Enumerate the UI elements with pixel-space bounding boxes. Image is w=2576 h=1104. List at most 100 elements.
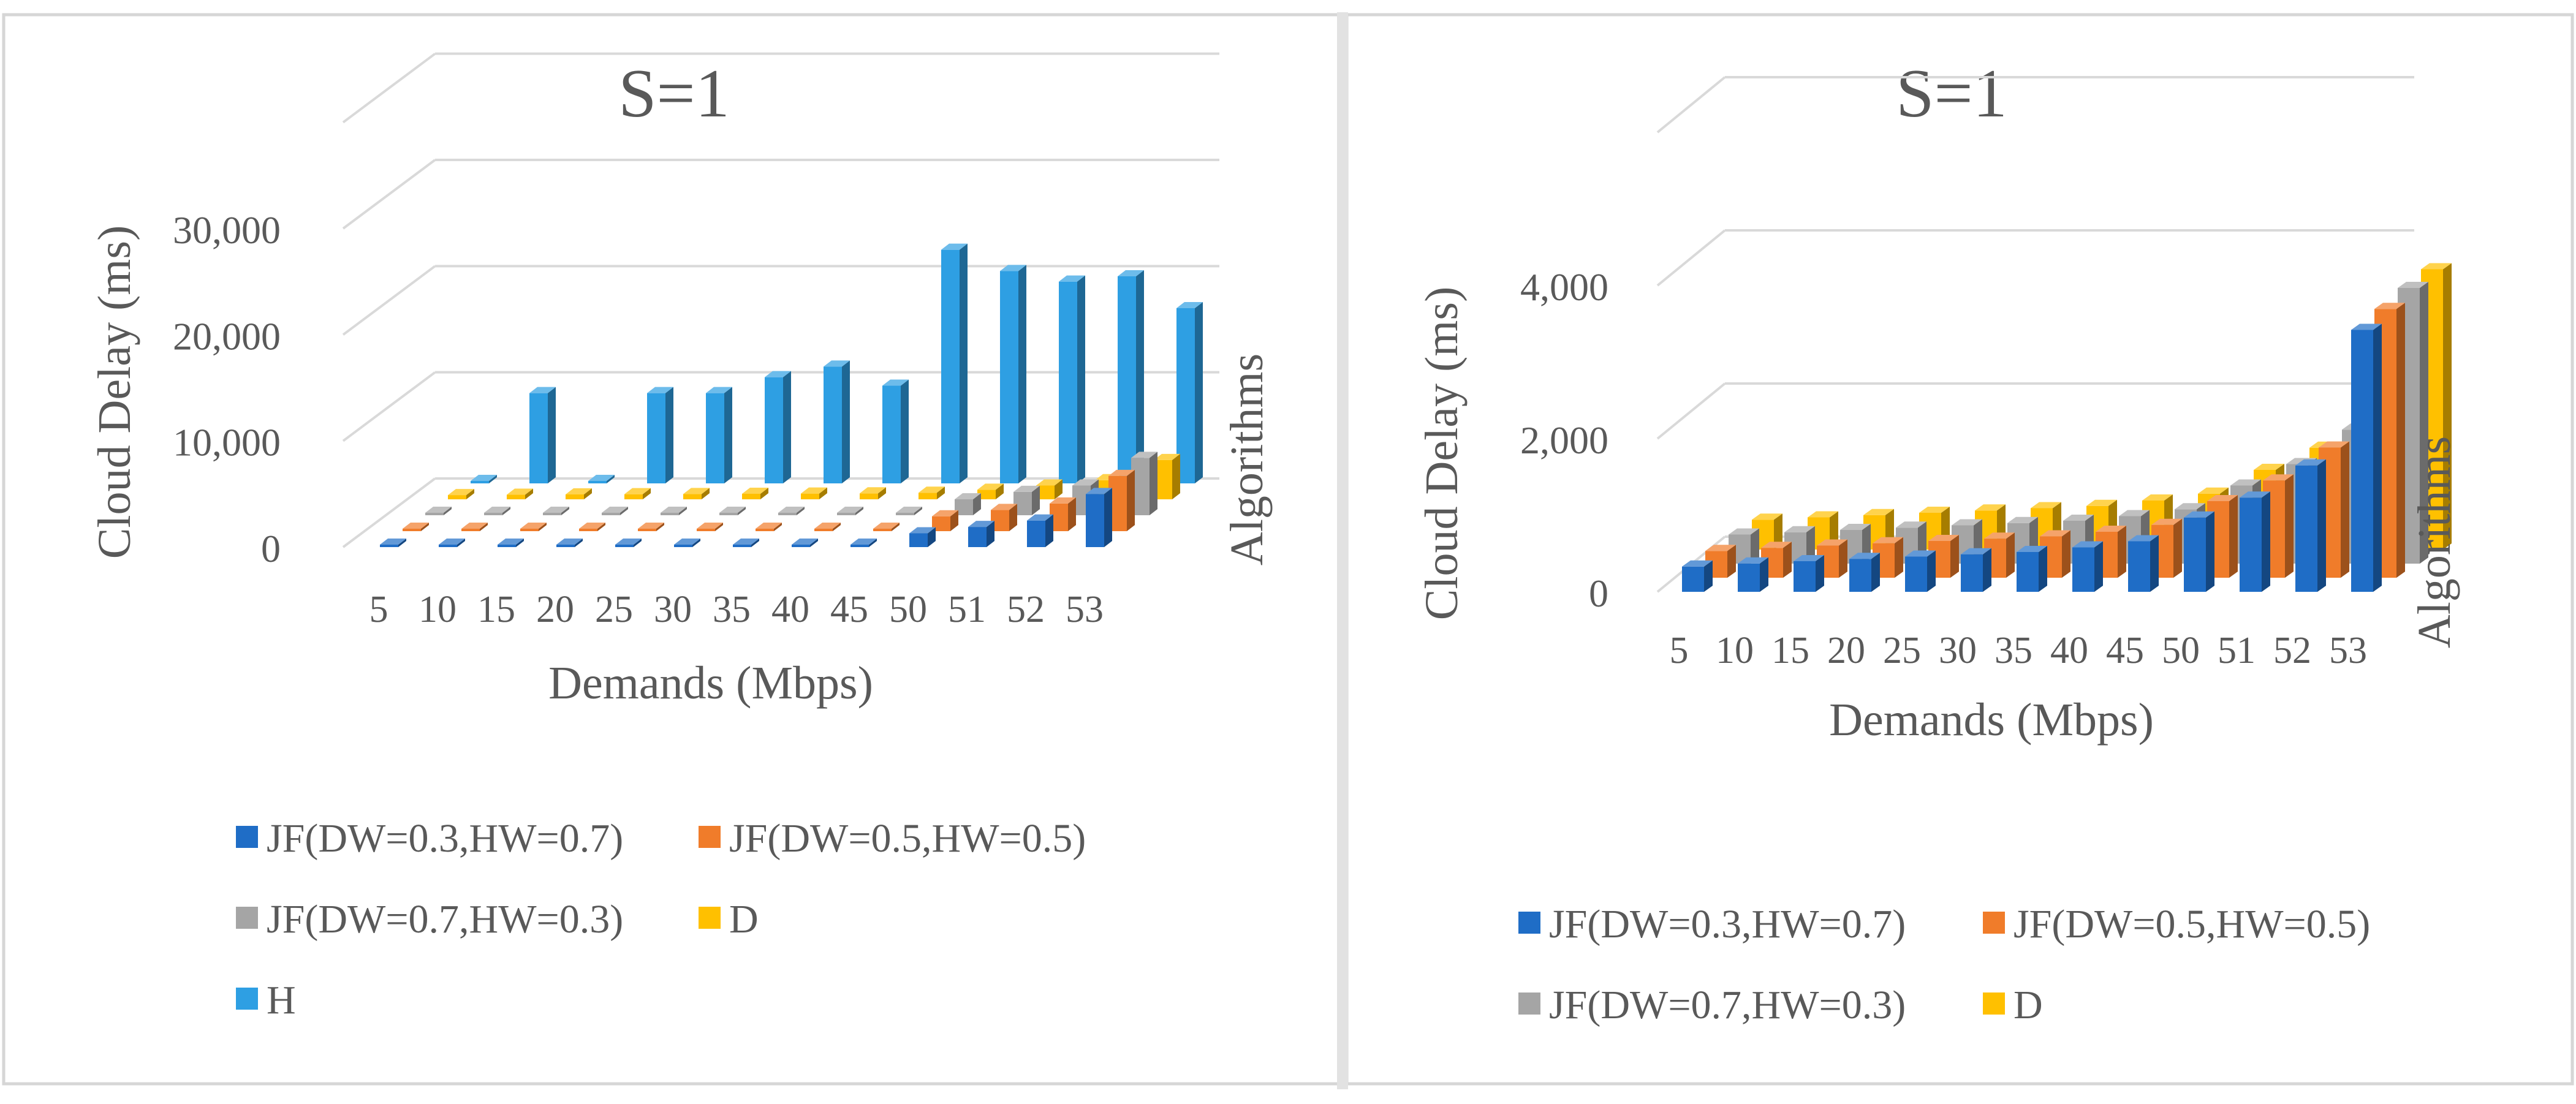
bar-top-face bbox=[1817, 539, 1847, 546]
bar-side-face bbox=[398, 539, 406, 547]
bar-top-face bbox=[1108, 469, 1135, 476]
bar-top-face bbox=[1984, 532, 2015, 539]
bar-D-10 bbox=[507, 488, 533, 499]
bar-JF(DW=0.5,HW=0.5)-45 bbox=[873, 523, 900, 531]
bar-front-face bbox=[765, 377, 783, 483]
bar-front-face bbox=[588, 481, 607, 483]
bar-JF(DW=0.7,HW=0.3)-51 bbox=[1013, 485, 1040, 515]
x-tick-label: 50 bbox=[2162, 630, 2200, 671]
bar-top-face bbox=[882, 379, 909, 386]
bar-front-face bbox=[1000, 271, 1018, 483]
bar-H-20 bbox=[647, 387, 673, 483]
legend-label: JF(DW=0.5,HW=0.5) bbox=[2013, 902, 2370, 947]
bar-side-face bbox=[584, 488, 592, 499]
bar-JF(DW=0.7,HW=0.3)-20 bbox=[602, 507, 628, 515]
bar-JF(DW=0.5,HW=0.5)-50 bbox=[932, 510, 958, 531]
bar-top-face bbox=[2230, 479, 2261, 486]
bar-side-face bbox=[774, 523, 782, 531]
bar-side-face bbox=[2396, 303, 2405, 578]
bar-front-face bbox=[742, 493, 760, 499]
bar-side-face bbox=[1172, 453, 1180, 499]
y-tick-label: 4,000 bbox=[1520, 265, 1608, 309]
bar-side-face bbox=[457, 539, 465, 547]
bar-front-face bbox=[529, 393, 548, 483]
bar-H-15 bbox=[588, 475, 615, 483]
legend-label: JF(DW=0.7,HW=0.3) bbox=[1549, 983, 1906, 1027]
bar-JF(DW=0.3,HW=0.7)-50 bbox=[909, 527, 936, 547]
bar-side-face bbox=[2317, 459, 2326, 592]
bar-front-face bbox=[498, 545, 516, 547]
bar-H-35 bbox=[824, 360, 850, 483]
bar-side-face bbox=[1150, 452, 1157, 515]
y-tick-label: 30,000 bbox=[173, 208, 281, 252]
bar-top-face bbox=[1738, 557, 1768, 564]
bar-top-face bbox=[919, 486, 945, 493]
x-tick-label: 30 bbox=[654, 589, 692, 630]
legend-swatch bbox=[236, 988, 258, 1010]
bar-side-face bbox=[656, 523, 664, 531]
bar-top-face bbox=[1072, 479, 1099, 486]
bar-JF(DW=0.7,HW=0.3)-40 bbox=[837, 507, 863, 515]
bar-top-face bbox=[2198, 487, 2229, 494]
bar-top-face bbox=[2207, 495, 2238, 501]
bar-front-face bbox=[2072, 547, 2094, 592]
bar-D-25 bbox=[683, 488, 710, 499]
bar-top-face bbox=[543, 507, 569, 513]
legend-swatch bbox=[236, 907, 258, 929]
bar-front-face bbox=[448, 495, 466, 499]
bar-top-face bbox=[2096, 526, 2126, 532]
bar-front-face bbox=[520, 529, 539, 531]
left-y-axis-label: Cloud Delay (ms) bbox=[89, 225, 140, 559]
gridline-diagonal bbox=[342, 159, 436, 230]
bar-front-face bbox=[2017, 552, 2039, 592]
bar-side-face bbox=[914, 507, 922, 515]
right-bars bbox=[1682, 263, 2452, 592]
bar-top-face bbox=[2254, 464, 2284, 470]
bar-side-face bbox=[597, 523, 605, 531]
bar-JF(DW=0.5,HW=0.5)-52 bbox=[1050, 497, 1076, 531]
bar-D-5 bbox=[448, 489, 474, 499]
bar-side-face bbox=[1077, 275, 1085, 483]
bar-JF(DW=0.5,HW=0.5)-40 bbox=[814, 523, 841, 531]
bar-JF(DW=0.7,HW=0.3)-15 bbox=[543, 507, 569, 515]
bar-front-face bbox=[824, 366, 842, 483]
bar-side-face bbox=[2118, 526, 2126, 578]
gridline-diagonal bbox=[342, 371, 436, 442]
bar-side-face bbox=[1783, 542, 1792, 578]
bar-top-face bbox=[556, 539, 583, 545]
legend-swatch bbox=[1518, 912, 1540, 934]
bar-side-face bbox=[516, 539, 524, 547]
bar-D-51 bbox=[1036, 479, 1063, 499]
bar-top-face bbox=[955, 493, 981, 499]
bar-JF(DW=0.7,HW=0.3)-25 bbox=[661, 507, 687, 515]
x-tick-label: 30 bbox=[1939, 630, 1977, 671]
bar-front-face bbox=[2184, 517, 2206, 592]
bar-top-face bbox=[1952, 519, 1982, 526]
bar-top-face bbox=[1928, 535, 1959, 541]
bar-side-face bbox=[783, 371, 791, 483]
bar-top-face bbox=[697, 523, 723, 529]
gridline-diagonal bbox=[342, 477, 436, 548]
left-x-axis-label: Demands (Mbps) bbox=[548, 657, 873, 709]
bar-front-face bbox=[860, 493, 878, 499]
bar-front-face bbox=[602, 513, 620, 515]
bar-top-face bbox=[1086, 488, 1112, 494]
bar-top-face bbox=[2151, 518, 2182, 525]
x-tick-label: 10 bbox=[1716, 630, 1754, 671]
bar-top-face bbox=[683, 488, 710, 494]
bar-top-face bbox=[941, 243, 968, 250]
bar-side-face bbox=[2341, 441, 2349, 578]
bar-H-25 bbox=[706, 387, 732, 483]
left-chart: S=1 0 10,000 20,000 30,000 5 10 15 20 25 30 35 40 4… bbox=[89, 52, 1273, 1023]
bar-front-face bbox=[2128, 541, 2150, 592]
bar-front-face bbox=[756, 529, 774, 531]
bar-side-face bbox=[539, 523, 547, 531]
bar-D-15 bbox=[566, 488, 592, 499]
bar-top-face bbox=[1729, 528, 1759, 535]
bar-side-face bbox=[724, 387, 732, 483]
bar-JF(DW=0.3,HW=0.7)-40 bbox=[2072, 541, 2103, 592]
right-x-tick-labels: 5 10 15 20 25 30 35 40 45 50 51 52 53 bbox=[1670, 630, 2368, 671]
y-tick-label: 10,000 bbox=[173, 421, 281, 464]
bar-top-face bbox=[1905, 550, 1936, 557]
bar-top-face bbox=[2319, 441, 2349, 448]
